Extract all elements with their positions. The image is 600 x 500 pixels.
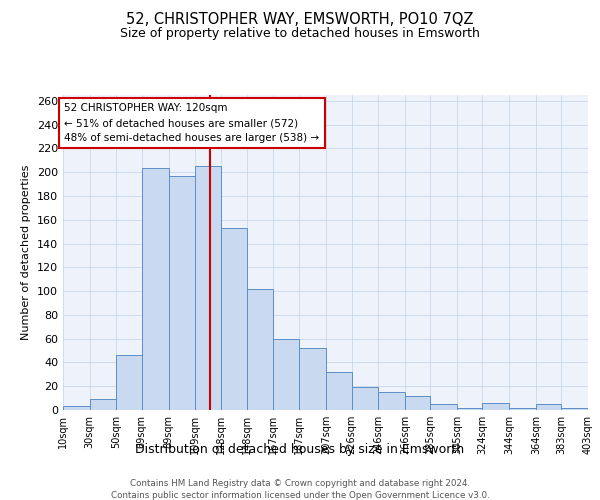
Bar — [482, 403, 509, 410]
Bar — [405, 396, 430, 410]
Bar — [326, 372, 352, 410]
Bar — [116, 356, 142, 410]
Bar — [352, 388, 378, 410]
Text: Contains HM Land Registry data © Crown copyright and database right 2024.: Contains HM Land Registry data © Crown c… — [130, 479, 470, 488]
Bar — [63, 406, 90, 410]
Text: Size of property relative to detached houses in Emsworth: Size of property relative to detached ho… — [120, 28, 480, 40]
Bar — [247, 289, 273, 410]
Text: 52, CHRISTOPHER WAY, EMSWORTH, PO10 7QZ: 52, CHRISTOPHER WAY, EMSWORTH, PO10 7QZ — [126, 12, 474, 28]
Bar — [536, 404, 561, 410]
Bar — [457, 408, 482, 410]
Bar — [509, 408, 536, 410]
Bar — [273, 338, 299, 410]
Text: Contains public sector information licensed under the Open Government Licence v3: Contains public sector information licen… — [110, 491, 490, 500]
Bar — [430, 404, 457, 410]
Bar — [378, 392, 405, 410]
Y-axis label: Number of detached properties: Number of detached properties — [22, 165, 31, 340]
Bar — [142, 168, 169, 410]
Bar — [299, 348, 326, 410]
Bar — [561, 408, 588, 410]
Bar — [169, 176, 195, 410]
Bar — [195, 166, 221, 410]
Bar — [90, 400, 116, 410]
Text: 52 CHRISTOPHER WAY: 120sqm
← 51% of detached houses are smaller (572)
48% of sem: 52 CHRISTOPHER WAY: 120sqm ← 51% of deta… — [64, 104, 319, 143]
Bar — [221, 228, 247, 410]
Text: Distribution of detached houses by size in Emsworth: Distribution of detached houses by size … — [136, 442, 464, 456]
